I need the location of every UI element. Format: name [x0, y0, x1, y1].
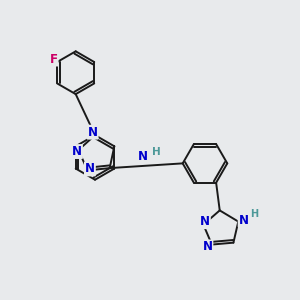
Text: N: N [200, 215, 210, 228]
Text: N: N [88, 126, 98, 139]
Text: F: F [50, 52, 58, 66]
Text: N: N [202, 240, 212, 254]
Text: N: N [85, 162, 95, 176]
Text: N: N [138, 150, 148, 163]
Text: N: N [72, 145, 82, 158]
Text: N: N [238, 214, 249, 226]
Text: H: H [152, 147, 161, 158]
Text: H: H [250, 209, 259, 219]
